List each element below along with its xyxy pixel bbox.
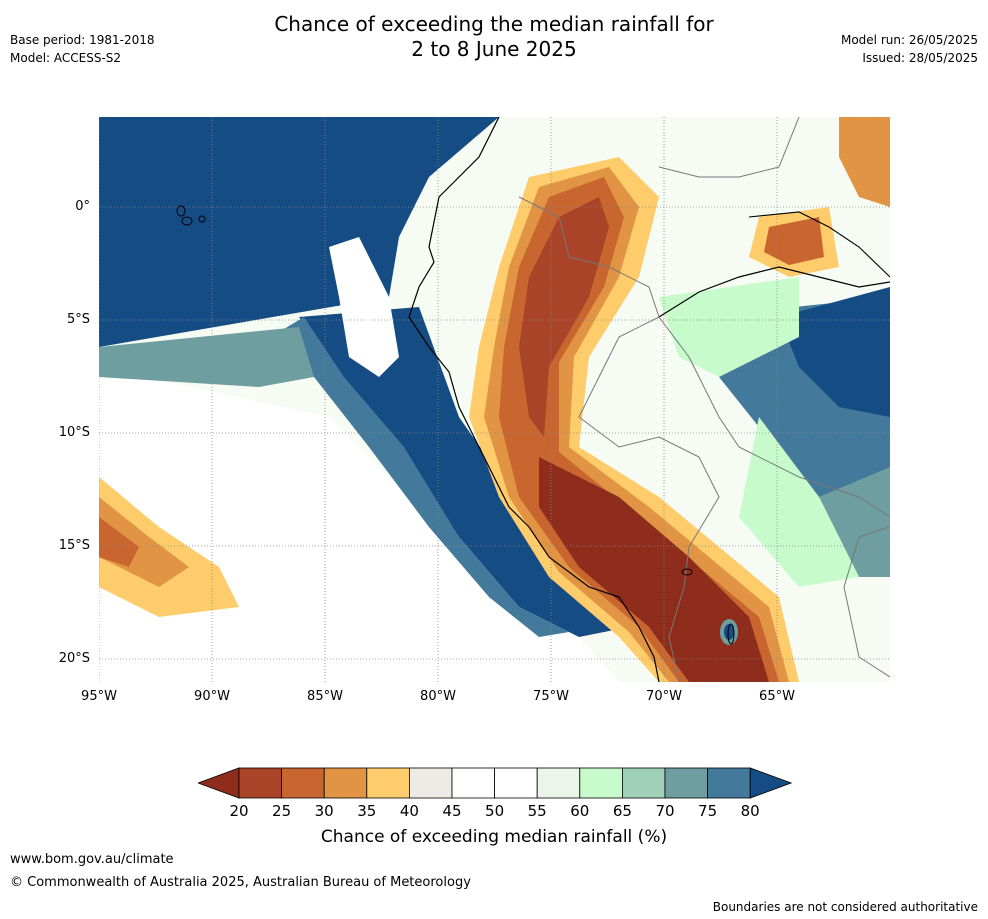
lat-label-15s: 15°S (58, 538, 90, 553)
colorbar-tick-label: 60 (570, 802, 590, 820)
colorbar-tick-label: 80 (740, 802, 760, 820)
colorbar-segment (408, 767, 453, 799)
colorbar-tick-label: 20 (229, 802, 249, 820)
colorbar-tick-label: 75 (698, 802, 718, 820)
colorbar-tick-label: 25 (272, 802, 292, 820)
base-period: Base period: 1981-2018 (10, 33, 155, 47)
colorbar-tick-label: 65 (612, 802, 632, 820)
colorbar-segment (579, 767, 623, 799)
colorbar-low-extend (196, 767, 240, 799)
colorbar-tick-label: 45 (442, 802, 462, 820)
colorbar-high-extend (749, 767, 793, 799)
issued-date: Issued: 28/05/2025 (862, 51, 978, 65)
colorbar-tick-label: 70 (655, 802, 675, 820)
map-title: Chance of exceeding the median rainfall … (0, 12, 988, 62)
lon-label-95w: 95°W (81, 689, 117, 704)
colorbar-segment (536, 767, 581, 799)
lat-label-10s: 10°S (58, 425, 90, 440)
lon-label-90w: 90°W (194, 689, 230, 704)
model-run: Model run: 26/05/2025 (840, 33, 978, 47)
colorbar-segment (621, 767, 666, 799)
colorbar-tick-label: 50 (485, 802, 505, 820)
footer-url: www.bom.gov.au/climate (10, 852, 174, 867)
map-svg (99, 117, 890, 682)
lon-label-75w: 75°W (533, 689, 569, 704)
colorbar-segment (494, 767, 538, 799)
lat-label-20s: 20°S (58, 651, 90, 666)
title-line-1: Chance of exceeding the median rainfall … (274, 12, 714, 36)
colorbar-label: Chance of exceeding median rainfall (%) (320, 827, 668, 847)
colorbar-tick-label: 55 (527, 802, 547, 820)
footer-copyright: © Commonwealth of Australia 2025, Austra… (10, 875, 471, 890)
colorbar-segment (323, 767, 368, 799)
colorbar-segment (707, 767, 751, 799)
colorbar-segment (281, 767, 325, 799)
lat-label-0: 0° (75, 199, 90, 214)
colorbar-segment (238, 767, 282, 799)
boundaries-disclaimer: Boundaries are not considered authoritat… (712, 900, 978, 914)
lat-label-5s: 5°S (66, 312, 90, 327)
colorbar (196, 767, 793, 799)
colorbar-tick-label: 35 (357, 802, 377, 820)
lon-label-80w: 80°W (420, 689, 456, 704)
lon-label-85w: 85°W (307, 689, 343, 704)
colorbar-tick-label: 40 (399, 802, 419, 820)
meta-right: Model run: 26/05/2025 Issued: 28/05/2025 (841, 31, 978, 67)
colorbar-tick-label: 30 (314, 802, 334, 820)
forecast-map (99, 117, 890, 682)
meta-left: Base period: 1981-2018 Model: ACCESS-S2 (10, 31, 155, 67)
colorbar-segment (664, 767, 708, 799)
model-name: Model: ACCESS-S2 (10, 51, 122, 65)
colorbar-segment (366, 767, 410, 799)
title-line-2: 2 to 8 June 2025 (411, 37, 577, 61)
lon-label-70w: 70°W (646, 689, 682, 704)
lon-label-65w: 65°W (759, 689, 795, 704)
colorbar-svg (196, 767, 793, 799)
colorbar-segment (451, 767, 495, 799)
